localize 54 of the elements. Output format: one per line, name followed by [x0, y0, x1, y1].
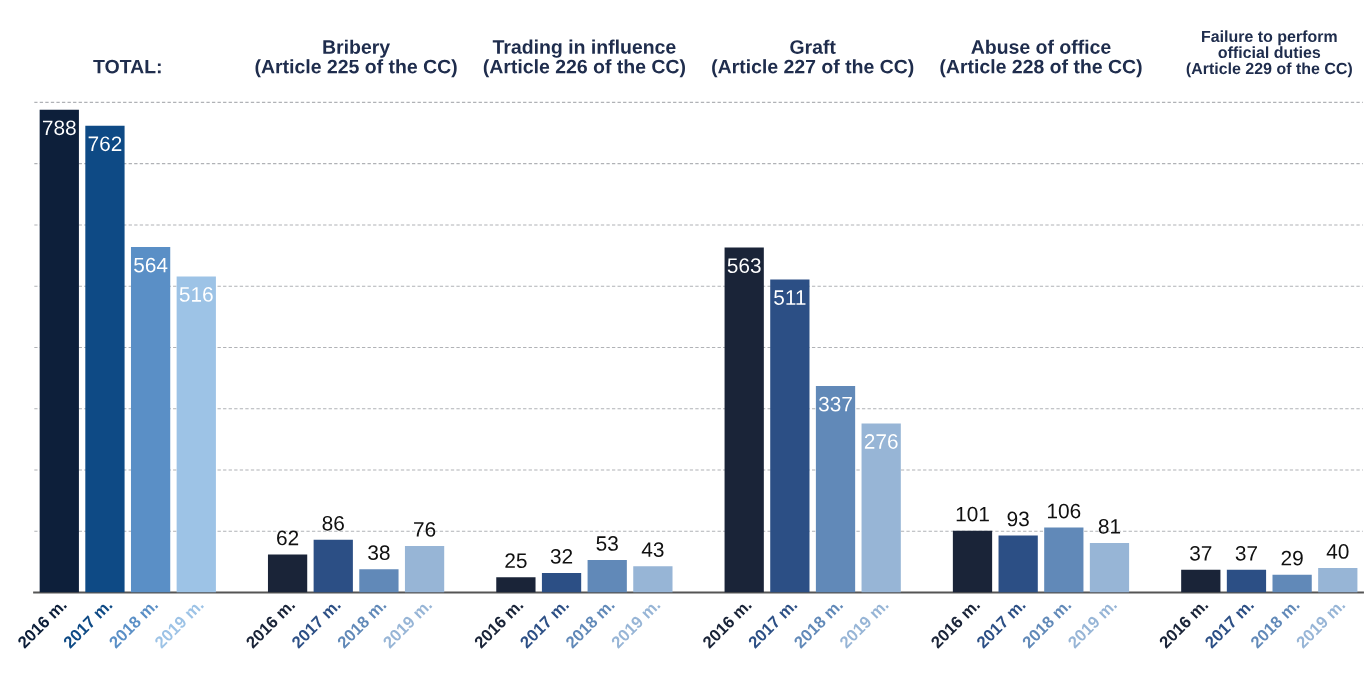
data-label: 81 [1098, 518, 1121, 534]
text: Failure to perform official duties (Article 229 of the CC) [1186, 30, 1352, 78]
data-label: 516 [179, 287, 213, 302]
bar [267, 554, 308, 593]
bar [724, 247, 764, 593]
bar [770, 279, 810, 593]
text: Trading in influence (Article 226 of the CC) [483, 39, 685, 78]
bar [39, 109, 79, 593]
data-label: 25 [505, 553, 527, 569]
data-label: 563 [727, 258, 761, 274]
bar [998, 535, 1038, 593]
bar [1318, 568, 1358, 593]
bar [1272, 574, 1312, 593]
bar [313, 539, 353, 593]
bar [359, 569, 399, 593]
data-label: 511 [774, 290, 806, 305]
data-label: 276 [864, 434, 898, 449]
bar [1044, 527, 1084, 593]
data-label: 29 [1281, 550, 1303, 566]
data-label: 37 [1190, 545, 1212, 561]
bar [587, 560, 627, 593]
data-label: 762 [88, 136, 122, 152]
data-label: 788 [42, 120, 76, 136]
bar [404, 545, 445, 593]
data-label: 101 [956, 506, 989, 522]
data-label: 93 [1007, 511, 1029, 527]
data-label: 43 [641, 542, 664, 557]
bar [1089, 542, 1130, 593]
text: TOTAL: [93, 59, 161, 74]
bar [861, 423, 901, 593]
bar [633, 566, 673, 593]
bar [815, 386, 856, 593]
data-label: 37 [1235, 545, 1258, 561]
data-label: 337 [818, 396, 852, 412]
text: Bribery (Article 225 of the CC) [255, 39, 457, 78]
text: Graft (Article 227 of the CC) [712, 39, 914, 78]
bar [952, 530, 993, 593]
data-label: 32 [550, 548, 573, 564]
bar [85, 125, 125, 593]
bar [130, 246, 171, 593]
data-label: 564 [134, 257, 168, 273]
bar [176, 276, 216, 593]
text: Abuse of office (Article 228 of the CC) [940, 39, 1142, 78]
data-label: 86 [322, 515, 344, 531]
data-label: 76 [414, 522, 436, 537]
bar [1181, 569, 1221, 593]
bar [1226, 569, 1267, 593]
data-label: 62 [277, 530, 299, 546]
data-label: 106 [1048, 503, 1081, 519]
data-label: 40 [1326, 544, 1349, 559]
bar [496, 577, 536, 593]
data-label: 53 [596, 536, 618, 551]
bar [541, 572, 582, 593]
data-label: 38 [368, 545, 390, 561]
